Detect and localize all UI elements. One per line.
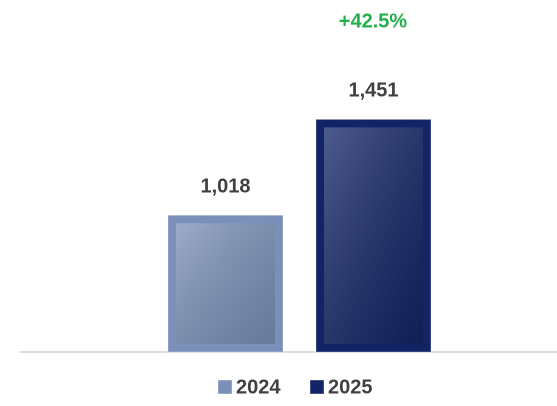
legend-swatch bbox=[217, 379, 233, 395]
bar bbox=[167, 214, 284, 353]
data-label: 1,018 bbox=[200, 175, 250, 197]
legend-label: 2025 bbox=[328, 376, 373, 398]
annotation: +42.5% bbox=[339, 10, 408, 32]
legend-swatch bbox=[309, 379, 325, 395]
bar bbox=[315, 118, 432, 353]
data-label: 1,451 bbox=[348, 80, 398, 102]
legend-label: 2024 bbox=[236, 376, 281, 398]
